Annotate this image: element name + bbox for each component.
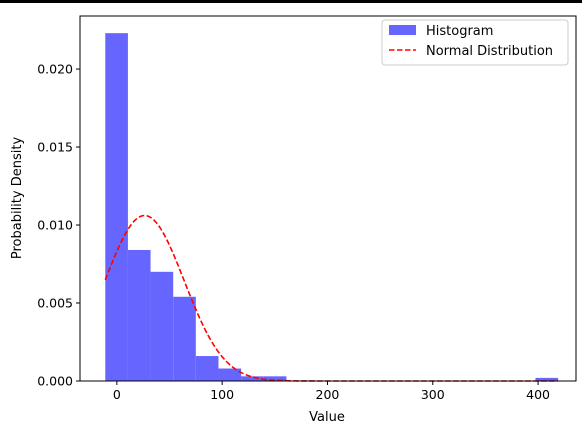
legend-histogram-label: Histogram	[426, 24, 493, 39]
legend-normal-label: Normal Distribution	[426, 44, 553, 59]
x-tick-label: 100	[210, 387, 234, 402]
x-tick-label: 400	[526, 387, 550, 402]
y-tick-label: 0.010	[37, 218, 73, 233]
x-axis-ticks: 0 100 200 300 400	[113, 381, 550, 402]
histogram-bars	[105, 33, 559, 382]
histogram-bar	[241, 376, 264, 381]
x-tick-label: 200	[316, 387, 340, 402]
y-axis-label: Probability Density	[10, 137, 25, 260]
histogram-bar	[150, 271, 174, 381]
histogram-bar	[535, 377, 559, 381]
y-axis-ticks: 0.000 0.005 0.010 0.015 0.020	[37, 62, 80, 389]
y-tick-label: 0.020	[37, 62, 73, 77]
top-border	[0, 0, 582, 3]
histogram-bar	[195, 356, 219, 381]
legend-histogram-swatch	[389, 25, 416, 35]
histogram-bar	[173, 296, 196, 381]
plot-frame	[79, 15, 577, 382]
legend: Histogram Normal Distribution	[381, 19, 569, 66]
y-tick-label: 0.015	[37, 140, 73, 155]
histogram-bar	[127, 249, 151, 381]
histogram-bar	[263, 376, 287, 381]
histogram-bar	[105, 33, 128, 382]
x-tick-label: 300	[421, 387, 445, 402]
histogram-bar	[218, 368, 242, 381]
x-axis-label: Value	[309, 410, 345, 425]
x-tick-label: 0	[113, 387, 121, 402]
y-tick-label: 0.000	[37, 374, 73, 389]
legend-box	[381, 19, 569, 66]
normal-distribution-curve	[104, 214, 559, 382]
y-tick-label: 0.005	[37, 296, 73, 311]
